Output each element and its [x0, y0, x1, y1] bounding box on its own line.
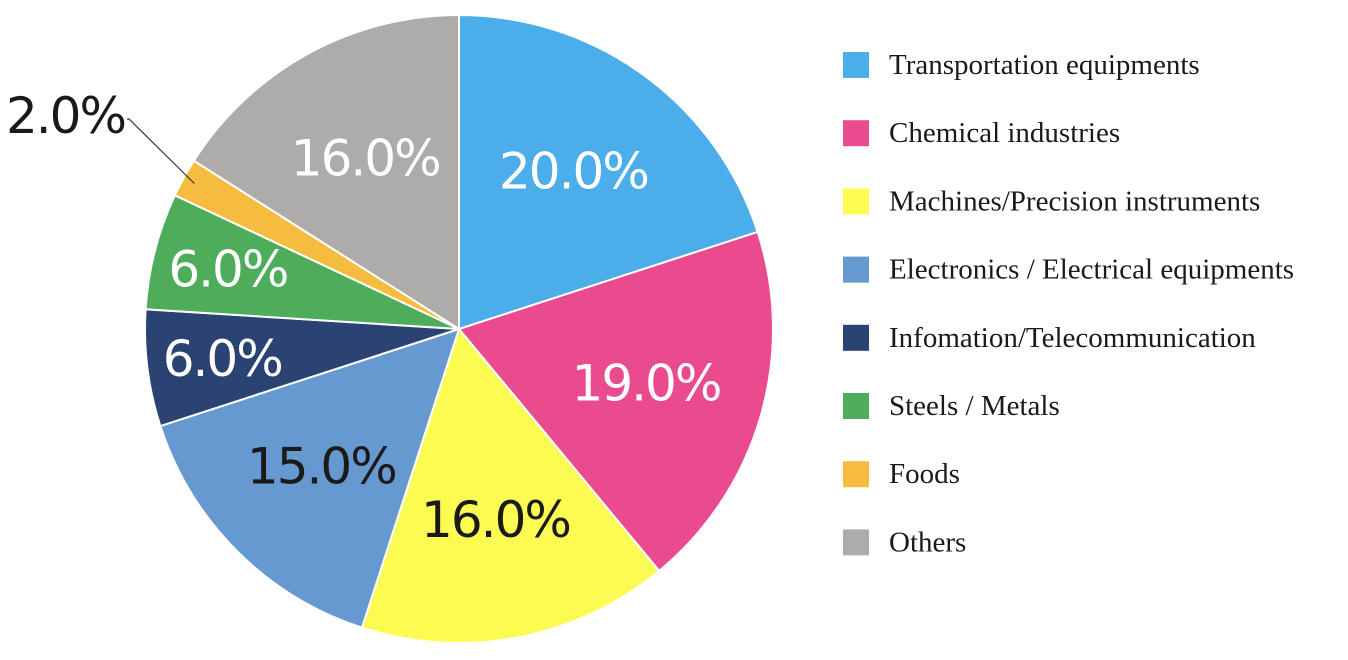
pie-slice-others	[192, 13, 460, 331]
legend-label-chemical-industries: Chemical industries	[889, 117, 1120, 149]
slice-value-label: 20.0%	[499, 143, 648, 201]
slice-value-label: 16.0%	[421, 491, 570, 549]
pie-slice-machines-precision-instruments	[360, 326, 661, 644]
legend: Transportation equipments Chemical indust…	[843, 49, 1294, 558]
slice-labels: 20.0% 19.0% 16.0% 15.0% 6.0% 6.0% 2.0% 16.0%	[6, 87, 722, 549]
legend-swatch-others	[843, 529, 869, 556]
legend-swatch-transportation-equipments	[843, 52, 869, 78]
legend-swatch-infomation-telecommunication	[843, 324, 869, 351]
legend-label-others: Others	[889, 526, 966, 558]
pie-slice-transportation-equipments	[458, 13, 759, 331]
legend-label-infomation-telecommunication: Infomation/Telecommunication	[889, 322, 1256, 354]
legend-label-electronics-electrical-equipments: Electronics / Electrical equipments	[889, 254, 1294, 286]
pie-slice-chemical-industries	[457, 230, 774, 573]
legend-label-machines-precision-instruments: Machines/Precision instruments	[889, 185, 1260, 217]
legend-swatch-electronics-electrical-equipments	[843, 256, 869, 283]
slice-value-label: 6.0%	[168, 241, 287, 299]
legend-label-transportation-equipments: Transportation equipments	[889, 49, 1200, 81]
pie-slice-electronics-electrical-equipments	[159, 327, 461, 629]
pie-slices	[144, 13, 774, 644]
legend-label-foods: Foods	[889, 458, 960, 490]
pie-slice-steels-metals	[144, 193, 460, 330]
slice-value-label: 2.0%	[6, 87, 125, 145]
slice-value-label: 15.0%	[247, 438, 396, 496]
legend-label-steels-metals: Steels / Metals	[889, 390, 1060, 422]
slice-value-label: 16.0%	[291, 129, 440, 187]
legend-swatch-machines-precision-instruments	[843, 188, 869, 215]
pie-slice-infomation-telecommunication	[144, 308, 460, 428]
slice-value-label: 19.0%	[572, 354, 721, 412]
leader-line	[127, 118, 195, 184]
legend-swatch-foods	[843, 461, 869, 488]
slice-value-label: 6.0%	[163, 330, 282, 388]
legend-swatch-chemical-industries	[843, 120, 869, 147]
legend-swatch-steels-metals	[843, 393, 869, 419]
